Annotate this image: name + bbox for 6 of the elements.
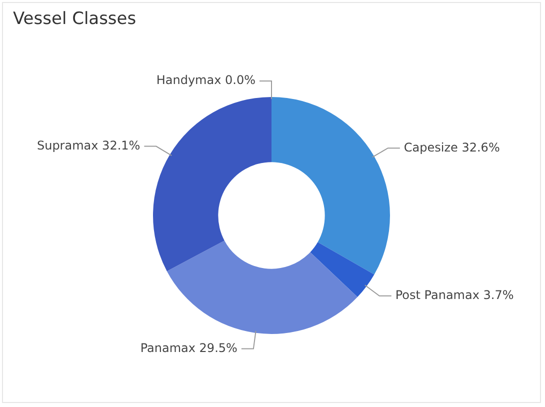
chart-title: Vessel Classes: [13, 9, 136, 29]
slice-label: Supramax 32.1%: [36, 138, 140, 152]
slice-label: Post Panamax 3.7%: [395, 288, 514, 302]
category-label: Handymax 0.0%: [156, 73, 256, 88]
slice-label: Panamax 29.5%: [140, 340, 238, 355]
slice-label: Capesize 32.6%: [404, 140, 500, 154]
